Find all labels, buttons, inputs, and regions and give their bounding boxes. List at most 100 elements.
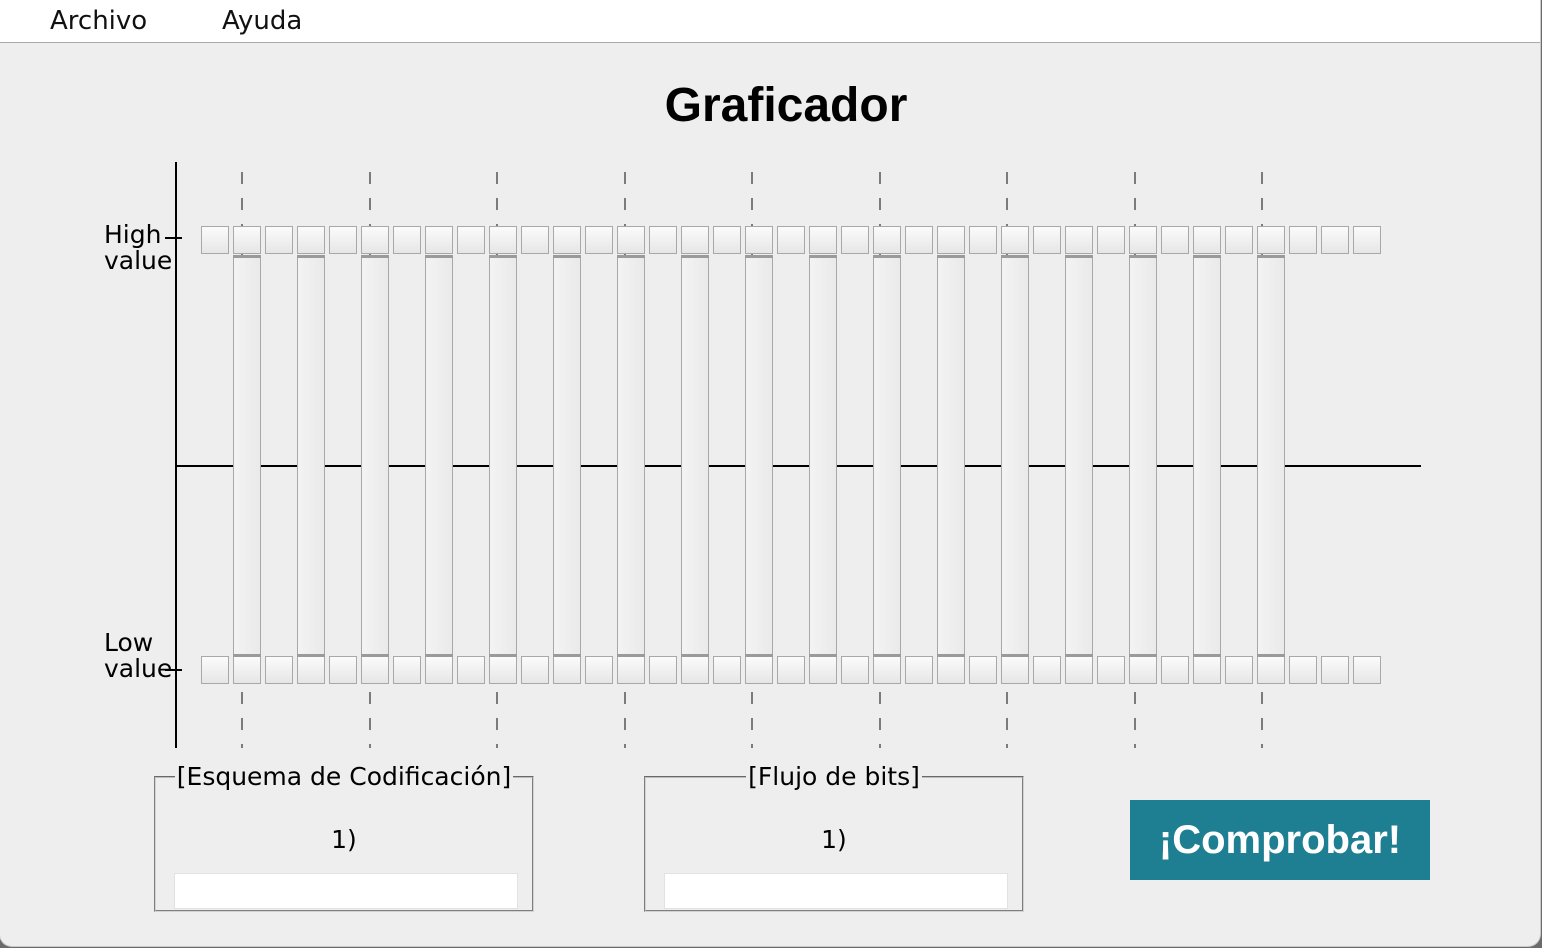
high-cell[interactable]	[1097, 226, 1125, 254]
low-cell[interactable]	[809, 656, 837, 684]
transition-bar[interactable]	[1257, 255, 1285, 657]
high-cell[interactable]	[809, 226, 837, 254]
high-cell[interactable]	[649, 226, 677, 254]
transition-bar[interactable]	[233, 255, 261, 657]
high-cell[interactable]	[1257, 226, 1285, 254]
low-cell[interactable]	[1097, 656, 1125, 684]
high-cell[interactable]	[1289, 226, 1317, 254]
low-cell[interactable]	[1353, 656, 1381, 684]
low-cell[interactable]	[1257, 656, 1285, 684]
low-cell[interactable]	[1193, 656, 1221, 684]
low-cell[interactable]	[1065, 656, 1093, 684]
low-cell[interactable]	[745, 656, 773, 684]
high-cell[interactable]	[297, 226, 325, 254]
high-cell[interactable]	[1225, 226, 1253, 254]
low-cell[interactable]	[489, 656, 517, 684]
transition-bar[interactable]	[489, 255, 517, 657]
high-cell[interactable]	[329, 226, 357, 254]
high-cell[interactable]	[265, 226, 293, 254]
encoding-scheme-input[interactable]	[174, 873, 518, 909]
low-cell[interactable]	[905, 656, 933, 684]
menu-archivo[interactable]: Archivo	[50, 6, 148, 36]
transition-bar[interactable]	[1065, 255, 1093, 657]
transition-bar[interactable]	[425, 255, 453, 657]
low-cell[interactable]	[553, 656, 581, 684]
low-cell[interactable]	[521, 656, 549, 684]
bit-stream-group: [Flujo de bits] 1) 2)	[644, 762, 1024, 937]
transition-bar[interactable]	[361, 255, 389, 657]
low-cell[interactable]	[585, 656, 613, 684]
low-cell[interactable]	[1321, 656, 1349, 684]
high-cell[interactable]	[617, 226, 645, 254]
high-cell[interactable]	[969, 226, 997, 254]
high-cell[interactable]	[1161, 226, 1189, 254]
transition-bar[interactable]	[553, 255, 581, 657]
high-cell[interactable]	[873, 226, 901, 254]
low-cell[interactable]	[393, 656, 421, 684]
transition-bar[interactable]	[1001, 255, 1029, 657]
transition-bar[interactable]	[297, 255, 325, 657]
high-cell[interactable]	[1065, 226, 1093, 254]
high-cell[interactable]	[745, 226, 773, 254]
low-cell[interactable]	[1033, 656, 1061, 684]
low-cell[interactable]	[1225, 656, 1253, 684]
menu-ayuda[interactable]: Ayuda	[222, 6, 303, 36]
high-cell[interactable]	[393, 226, 421, 254]
low-cell[interactable]	[361, 656, 389, 684]
check-button[interactable]: ¡Comprobar!	[1130, 800, 1430, 880]
high-cell[interactable]	[1033, 226, 1061, 254]
high-cell[interactable]	[713, 226, 741, 254]
transition-bar[interactable]	[873, 255, 901, 657]
transition-bar[interactable]	[809, 255, 837, 657]
high-cell[interactable]	[201, 226, 229, 254]
low-cell[interactable]	[1161, 656, 1189, 684]
low-cell[interactable]	[649, 656, 677, 684]
low-cell[interactable]	[1129, 656, 1157, 684]
high-cell[interactable]	[1353, 226, 1381, 254]
high-cell[interactable]	[425, 226, 453, 254]
low-cell[interactable]	[841, 656, 869, 684]
bit-stream-next-label: 2)	[646, 927, 1022, 937]
low-cell[interactable]	[329, 656, 357, 684]
encoding-scheme-group: [Esquema de Codificación] 1) 2)	[154, 762, 534, 937]
low-cell[interactable]	[681, 656, 709, 684]
bit-stream-input[interactable]	[664, 873, 1008, 909]
low-cell[interactable]	[457, 656, 485, 684]
low-cell[interactable]	[1289, 656, 1317, 684]
transition-bar[interactable]	[745, 255, 773, 657]
high-cell[interactable]	[521, 226, 549, 254]
low-cell[interactable]	[1001, 656, 1029, 684]
high-cell[interactable]	[1321, 226, 1349, 254]
transition-bar[interactable]	[617, 255, 645, 657]
transition-bar[interactable]	[1129, 255, 1157, 657]
low-cell[interactable]	[201, 656, 229, 684]
low-cell[interactable]	[265, 656, 293, 684]
high-cell[interactable]	[937, 226, 965, 254]
low-cell[interactable]	[969, 656, 997, 684]
low-cell[interactable]	[617, 656, 645, 684]
high-cell[interactable]	[553, 226, 581, 254]
low-cell[interactable]	[937, 656, 965, 684]
low-cell[interactable]	[233, 656, 261, 684]
low-cell[interactable]	[873, 656, 901, 684]
high-cell[interactable]	[361, 226, 389, 254]
high-cell[interactable]	[585, 226, 613, 254]
high-cell[interactable]	[489, 226, 517, 254]
high-cell[interactable]	[841, 226, 869, 254]
low-cell[interactable]	[425, 656, 453, 684]
high-cell[interactable]	[1129, 226, 1157, 254]
high-cell[interactable]	[1193, 226, 1221, 254]
high-cell[interactable]	[457, 226, 485, 254]
transition-bar[interactable]	[681, 255, 709, 657]
low-cell[interactable]	[777, 656, 805, 684]
low-cell[interactable]	[297, 656, 325, 684]
high-cell[interactable]	[777, 226, 805, 254]
high-cell[interactable]	[233, 226, 261, 254]
high-cell[interactable]	[681, 226, 709, 254]
transition-bar[interactable]	[937, 255, 965, 657]
low-cell[interactable]	[713, 656, 741, 684]
high-cell[interactable]	[905, 226, 933, 254]
transition-bar[interactable]	[1193, 255, 1221, 657]
high-cell[interactable]	[1001, 226, 1029, 254]
